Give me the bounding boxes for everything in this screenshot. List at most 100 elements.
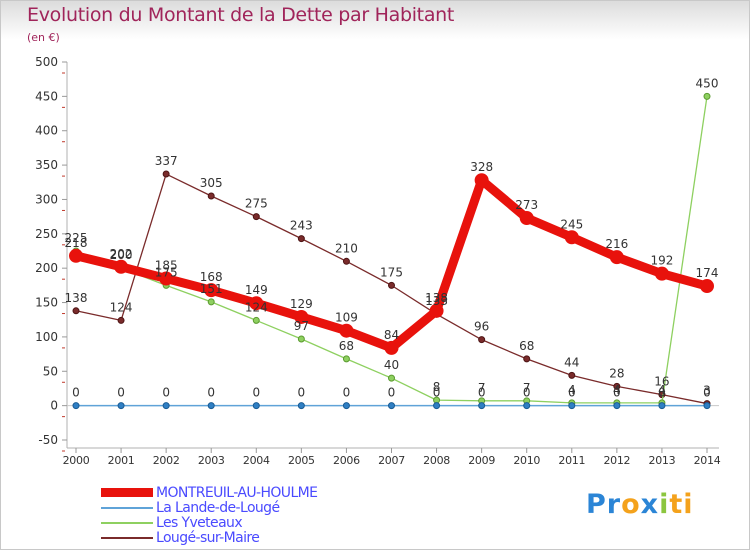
data-label: 245 xyxy=(560,217,583,231)
x-tick-label: 2001 xyxy=(108,454,135,467)
data-point xyxy=(658,402,666,410)
data-point xyxy=(609,250,624,265)
data-label: 124 xyxy=(110,300,133,314)
legend-swatch xyxy=(101,488,153,497)
y-tick-label: 100 xyxy=(35,330,58,344)
y-tick-label: -50 xyxy=(38,433,58,447)
data-label: 109 xyxy=(335,311,358,325)
data-point xyxy=(207,298,215,306)
y-tick-label: 400 xyxy=(35,124,58,138)
data-point xyxy=(207,192,215,200)
data-point xyxy=(519,211,534,226)
data-point xyxy=(703,402,711,410)
data-label: 151 xyxy=(200,282,223,296)
data-label: 202 xyxy=(110,247,133,261)
data-point xyxy=(159,271,174,286)
x-tick-label: 2007 xyxy=(378,454,405,467)
data-label: 138 xyxy=(65,291,88,305)
data-label: 4 xyxy=(658,383,666,397)
legend-label: Les Yveteaux xyxy=(156,514,243,531)
x-tick-label: 2003 xyxy=(198,454,225,467)
data-point xyxy=(117,316,125,324)
data-label: 168 xyxy=(200,270,223,284)
data-label: 225 xyxy=(65,231,88,245)
data-point xyxy=(114,259,129,274)
data-point xyxy=(69,248,83,263)
x-tick-label: 2009 xyxy=(468,454,495,467)
data-label: 305 xyxy=(200,176,223,190)
data-label: 216 xyxy=(605,237,628,251)
x-tick-label: 2008 xyxy=(423,454,450,467)
data-point xyxy=(613,402,621,410)
data-label: 328 xyxy=(470,160,493,174)
data-point xyxy=(568,402,576,410)
data-point xyxy=(388,281,395,289)
data-point xyxy=(342,355,350,363)
data-label: 84 xyxy=(384,328,399,342)
data-label: 0 xyxy=(252,386,260,400)
chart-title: Evolution du Montant de la Dette par Hab… xyxy=(27,4,455,26)
data-label: 7 xyxy=(478,381,486,395)
x-tick-label: 2004 xyxy=(243,454,270,467)
data-point xyxy=(342,257,350,265)
y-tick-label: 450 xyxy=(35,89,58,103)
data-point xyxy=(252,213,260,221)
legend-label: La Lande-de-Lougé xyxy=(156,499,280,516)
data-label: 243 xyxy=(290,219,313,233)
data-label: 175 xyxy=(155,265,178,279)
data-label: 0 xyxy=(658,386,666,400)
y-tick-label: 150 xyxy=(35,296,58,310)
x-tick-label: 2014 xyxy=(694,454,721,467)
data-point xyxy=(72,307,80,315)
data-point xyxy=(474,173,489,188)
data-label: 185 xyxy=(155,258,178,272)
y-tick-label: 50 xyxy=(43,364,58,378)
legend-item: La Lande-de-Lougé xyxy=(101,499,317,516)
data-label: 44 xyxy=(564,355,579,369)
data-point xyxy=(72,402,80,410)
legend-label: Lougé-sur-Maire xyxy=(156,529,260,546)
x-tick-label: 2000 xyxy=(63,454,90,467)
data-label: 174 xyxy=(696,266,719,280)
data-label: 218 xyxy=(65,236,88,250)
data-point xyxy=(249,296,264,311)
data-label: 4 xyxy=(568,383,576,397)
data-label: 0 xyxy=(388,386,396,400)
data-point xyxy=(207,402,215,410)
data-point xyxy=(478,336,486,344)
x-tick-label: 2011 xyxy=(558,454,585,467)
y-tick-label: 300 xyxy=(35,192,58,206)
data-label: 0 xyxy=(298,386,306,400)
proxiti-logo: Proxiti xyxy=(586,489,694,520)
data-point xyxy=(204,283,219,298)
data-label: 28 xyxy=(609,366,624,380)
data-label: 8 xyxy=(433,380,441,394)
data-label: 16 xyxy=(654,375,669,389)
data-label: 0 xyxy=(613,386,621,400)
legend-swatch xyxy=(101,521,153,524)
data-point xyxy=(342,402,350,410)
data-point xyxy=(523,402,531,410)
data-label: 133 xyxy=(425,294,448,308)
data-label: 124 xyxy=(245,300,268,314)
x-tick-label: 2013 xyxy=(649,454,676,467)
data-label: 192 xyxy=(650,254,673,268)
data-label: 175 xyxy=(380,265,403,279)
data-point xyxy=(429,303,444,318)
data-label: 450 xyxy=(696,76,719,90)
data-point xyxy=(703,92,711,100)
y-tick-label: 200 xyxy=(35,261,58,275)
unit-label: (en €) xyxy=(27,31,60,44)
data-label: 129 xyxy=(290,297,313,311)
data-label: 0 xyxy=(703,386,711,400)
x-tick-label: 2006 xyxy=(333,454,360,467)
data-label: 7 xyxy=(523,381,531,395)
data-label: 337 xyxy=(155,154,178,168)
data-point xyxy=(297,402,305,410)
data-point xyxy=(388,402,395,410)
data-label: 97 xyxy=(294,319,309,333)
data-label: 96 xyxy=(474,320,489,334)
data-label: 0 xyxy=(568,386,576,400)
data-point xyxy=(162,402,170,410)
